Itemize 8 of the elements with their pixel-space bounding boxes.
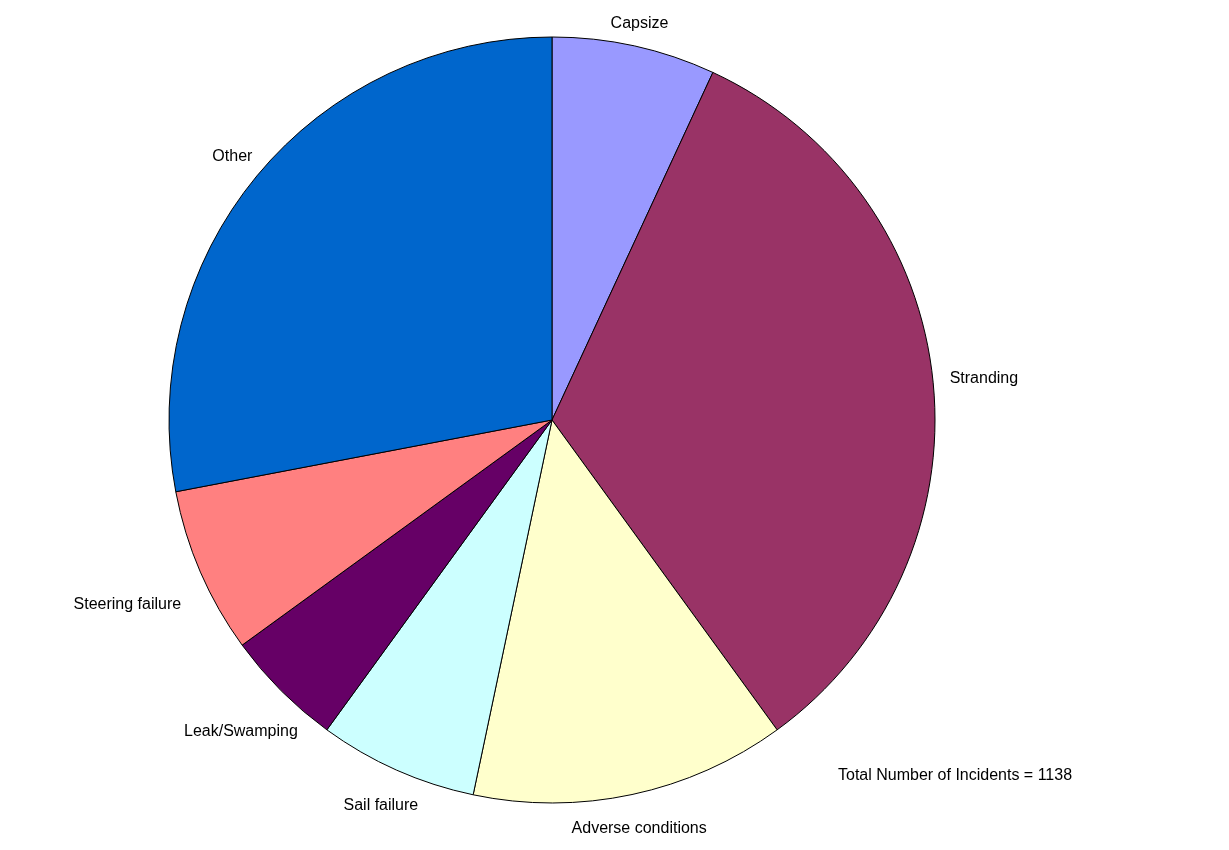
slice-label: Adverse conditions bbox=[571, 818, 707, 836]
slice-label: Stranding bbox=[949, 368, 1019, 386]
slice-label: Steering failure bbox=[73, 594, 182, 612]
slice-label: Other bbox=[212, 146, 254, 164]
slice-label: Capsize bbox=[610, 13, 669, 31]
slice-label: Leak/Swamping bbox=[183, 722, 298, 740]
slice-label: Sail failure bbox=[343, 796, 419, 814]
text: Total Number of Incidents = 1138 bbox=[838, 766, 1073, 783]
